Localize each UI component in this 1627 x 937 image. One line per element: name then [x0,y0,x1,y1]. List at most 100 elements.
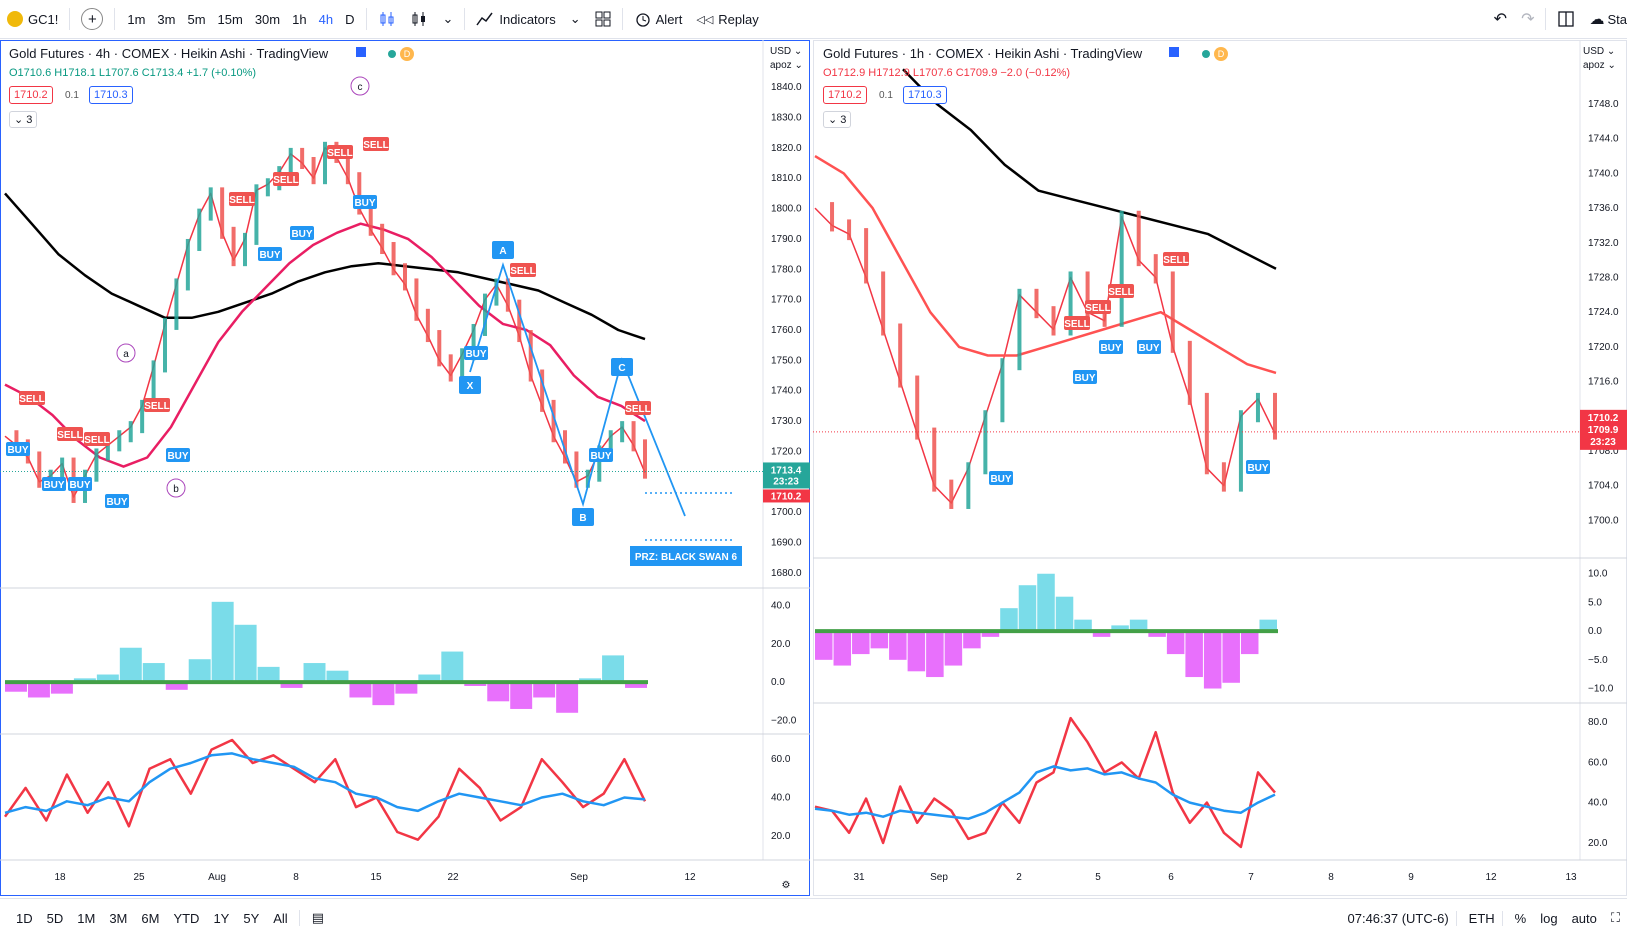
compare-add-button[interactable]: + [74,0,110,38]
right-currency[interactable]: USD ⌄ [1583,46,1616,57]
sell-signal-box [363,137,389,151]
layout-split-button[interactable] [1550,0,1582,38]
histogram-bar [1018,585,1037,632]
histogram-bar [1240,631,1259,655]
range-1d[interactable]: 1D [16,910,33,926]
buy-signal-label: BUY [167,451,188,462]
chevron-down-icon: ⌄ [828,114,841,126]
hist-tick-label: 0.0 [1588,626,1602,637]
left-chart-title: Gold Futures · 4h · COMEX · Heikin Ashi … [9,46,329,61]
right-collapse-legend[interactable]: ⌄ 3 [823,111,852,128]
range-ytd[interactable]: YTD [173,910,200,926]
timeframe-5m[interactable]: 5m [187,11,206,27]
wave-label: a [123,349,129,360]
candle-bar [1051,306,1056,336]
candle-bar [163,317,167,373]
range-1m[interactable]: 1M [77,910,96,926]
right-chart-canvas[interactable]: 1748.0 1744.0 1740.0 1736.0 1732.0 1728.0 1724… [813,40,1627,896]
left-buy-price[interactable]: 1710.3 [89,86,133,104]
flag-icon[interactable] [356,47,366,57]
session-button[interactable]: ETH [1455,910,1502,926]
range-5d[interactable]: 5D [46,910,64,926]
range-3m[interactable]: 3M [109,910,128,926]
right-chart-pane[interactable]: 1748.0 1744.0 1740.0 1736.0 1732.0 1728.0 1724… [813,40,1627,896]
candle-bar [932,427,937,492]
osc-tick-label: 20.0 [1588,838,1608,849]
percent-scale-button[interactable]: % [1501,910,1534,926]
sell-signal-label: SELL [1064,319,1090,330]
hist-tick-label: 5.0 [1588,597,1602,608]
fullscreen-button[interactable]: ⛶ [1604,910,1627,926]
left-currency[interactable]: USD ⌄ [770,46,803,57]
sell-signal-label: SELL [229,195,255,206]
timeframe-15m[interactable]: 15m [217,11,243,27]
candle-bar [345,150,350,185]
undo-button[interactable]: ↶ [1487,0,1514,38]
price-tick-label: 1840.0 [771,82,802,93]
layouts-button[interactable] [588,0,618,38]
buy-signal-label: BUY [259,250,280,261]
range-5y[interactable]: 5Y [243,910,260,926]
right-sell-price[interactable]: 1710.2 [823,86,867,104]
pattern-point-box [611,358,633,376]
price-tick-label: 1708.0 [1588,446,1619,457]
wave-circle [350,76,370,96]
left-chart-pane[interactable]: 1840.0 1830.0 1820.0 1810.0 1800.0 1790.0 1780… [0,40,810,896]
goto-date-button[interactable]: ▤ [298,910,331,926]
timeframe-d[interactable]: D [345,11,355,27]
indicators-button[interactable]: Indicators [469,0,562,38]
alert-button[interactable]: Alert [627,0,690,38]
save-cloud-button[interactable]: ☁ Sta [1582,0,1627,38]
timeframe-4h[interactable]: 4h [318,11,334,27]
time-tick-label: 12 [684,872,696,883]
candle-bar [881,271,886,336]
left-scale-label[interactable]: apoz ⌄ [770,60,803,71]
range-1y[interactable]: 1Y [213,910,230,926]
histogram-bar [395,682,418,694]
chart-type-dropdown[interactable]: ⌄ [435,0,460,38]
candle-bar [608,430,613,458]
histogram-bar [1055,596,1074,632]
oscillator-line [814,716,1276,849]
time-tick-label: 15 [370,872,382,883]
indicators-dropdown[interactable]: ⌄ [563,0,588,38]
timeframe-1m[interactable]: 1m [127,11,146,27]
candle-bar [1273,392,1277,440]
histogram-bar [1222,631,1240,683]
timeframe-3m[interactable]: 3m [157,11,176,27]
right-buy-price[interactable]: 1710.3 [903,86,947,104]
candle-bar [966,462,971,509]
buy-signal-box [589,448,613,462]
range-6m[interactable]: 6M [141,910,160,926]
range-all[interactable]: All [273,910,288,926]
candle-bar [1187,340,1192,405]
candle-bar [864,228,869,284]
price-tick-label: 1680.0 [771,568,802,579]
left-chart-canvas[interactable]: 1840.01830.01820.01810.01800.01790.01780… [0,40,810,896]
price-tick-label: 1748.0 [1588,99,1619,110]
left-sell-price[interactable]: 1710.2 [9,86,53,104]
replay-button[interactable]: ◁◁ Replay [689,0,765,38]
right-scale-label[interactable]: apoz ⌄ [1583,60,1616,71]
timeframe-1h[interactable]: 1h [292,11,307,27]
candle-bar [563,430,567,464]
chart-type-heikin-button[interactable] [403,0,435,38]
histogram-bar [1000,608,1018,632]
sell-signal-box [144,398,170,412]
left-collapse-legend[interactable]: ⌄ 3 [9,111,38,128]
candle-bar [151,360,156,412]
flag-icon[interactable] [1169,47,1179,57]
candle-bar [471,323,476,361]
candle-bar [830,202,835,232]
log-scale-button[interactable]: log [1540,910,1558,926]
symbol-search-button[interactable]: GC1! [0,0,65,38]
top-toolbar: GC1! + 1m 3m 5m 15m 30m 1h 4h D ⌄ Indica… [0,0,1627,39]
prz-label-text: PRZ: BLACK SWAN 6 [635,552,738,563]
clock-time[interactable]: 07:46:37 (UTC-6) [1347,910,1449,926]
auto-scale-button[interactable]: auto [1571,910,1597,926]
toolbar-divider [1545,8,1547,30]
candle-bar [585,469,590,488]
chart-type-candles-button[interactable] [371,0,403,38]
timeframe-30m[interactable]: 30m [254,11,281,27]
redo-button[interactable]: ↷ [1514,0,1541,38]
